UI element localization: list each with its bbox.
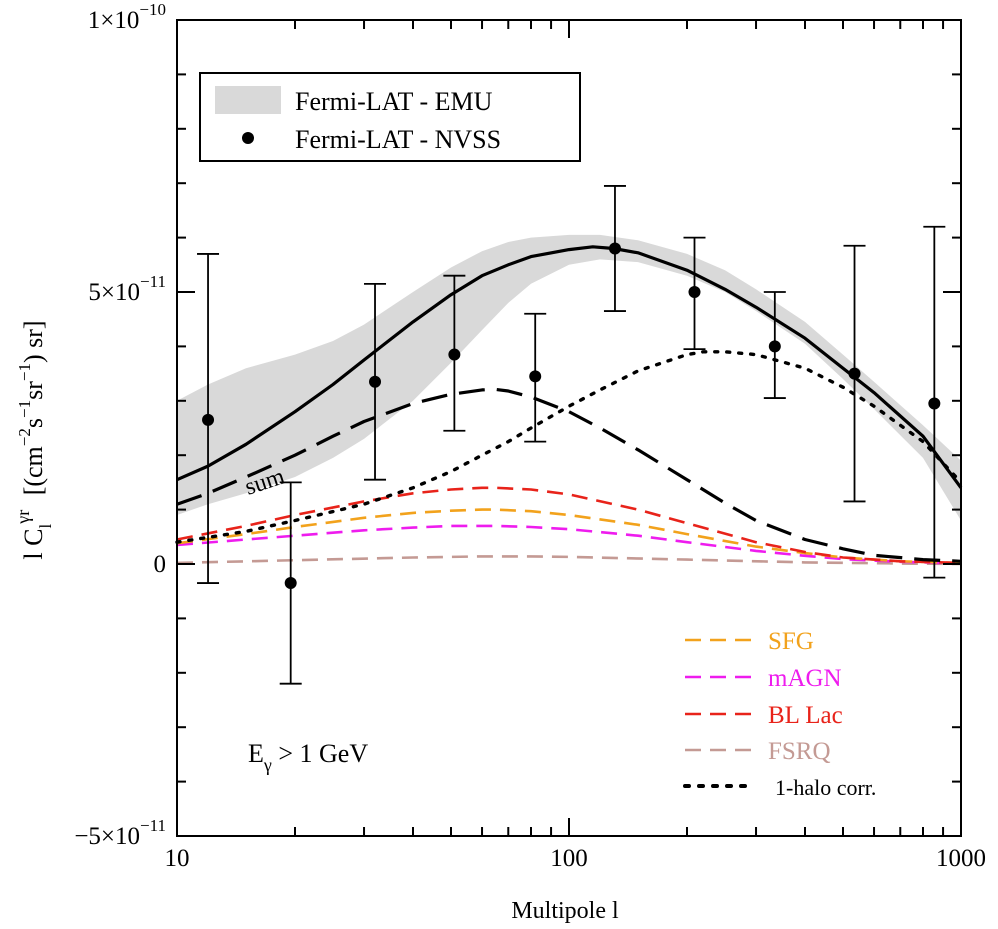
y-tick-label: 1×10−10 [88, 0, 166, 34]
axis-ticks: 10 100 1000 −5×10−11 0 5×10−11 1×10−10 [74, 0, 986, 872]
y-tick-label: 5×10−11 [88, 272, 166, 306]
series-bl-lac [176, 486, 962, 565]
x-tick-label: 1000 [936, 845, 986, 872]
legend-label: BL Lac [768, 702, 843, 729]
legend-label: mAGN [768, 665, 842, 692]
legend-emu-label: Fermi-LAT - EMU [295, 87, 493, 116]
energy-annotation: Eγ > 1 GeV [248, 739, 368, 775]
series-sfg [176, 508, 962, 565]
nvss-point [608, 242, 621, 255]
nvss-points-layer [197, 185, 946, 685]
nvss-point [928, 397, 941, 410]
nvss-point [369, 375, 382, 388]
x-axis-label: Multipole l [511, 898, 619, 924]
emu-band-layer [177, 234, 961, 521]
nvss-point [848, 367, 861, 380]
y-tick-label: −5×10−11 [74, 816, 166, 850]
x-tick-label: 100 [550, 845, 588, 872]
series-total [176, 245, 963, 489]
y-tick-label: 0 [154, 551, 167, 578]
legend-label: 1-halo corr. [775, 775, 876, 800]
series-magn [176, 524, 962, 565]
legend-top: Fermi-LAT - EMU Fermi-LAT - NVSS [199, 72, 581, 162]
nvss-point [202, 413, 215, 426]
legend-label: FSRQ [768, 738, 831, 765]
x-tick-label: 10 [165, 845, 190, 872]
legend-nvss-label: Fermi-LAT - NVSS [295, 125, 501, 154]
legend-nvss-marker [242, 132, 254, 144]
emu-band [177, 234, 961, 521]
model-lines-layer [175, 245, 963, 566]
nvss-point [529, 370, 542, 383]
nvss-point [768, 340, 781, 353]
nvss-point [448, 348, 461, 361]
y-axis-label: l Clγr [(cm−2s−1sr−1) sr] [13, 320, 55, 559]
legend-bottom: SFG mAGN BL Lac FSRQ 1-halo corr. [683, 628, 876, 800]
series-fsrq [176, 555, 962, 566]
nvss-point [284, 577, 297, 590]
nvss-point [688, 286, 701, 298]
legend-label: SFG [768, 628, 814, 655]
series-1-halo-corr [175, 350, 963, 544]
legend-emu-swatch [215, 86, 281, 114]
series-sum [176, 387, 962, 563]
